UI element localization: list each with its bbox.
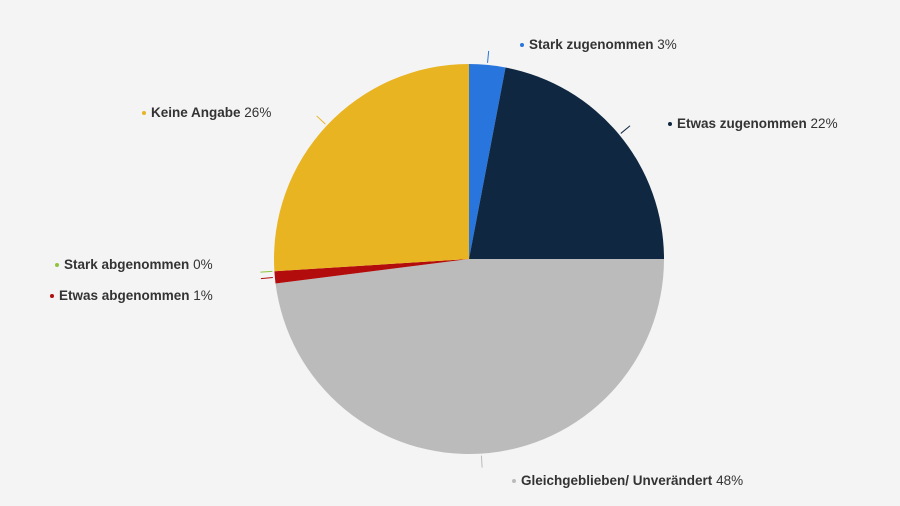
pie-slice: [274, 259, 469, 284]
data-label: Etwas abgenommen 1%: [59, 288, 213, 303]
value-label: 26%: [244, 105, 271, 120]
data-label: Stark abgenommen 0%: [64, 257, 213, 272]
leader-line: [260, 270, 273, 273]
leader-line: [487, 50, 490, 63]
pie-slice: [469, 67, 664, 260]
pie-slice: [469, 64, 506, 259]
legend-dot: [512, 479, 516, 483]
category-label: Keine Angabe: [151, 105, 241, 120]
legend-dot: [668, 122, 672, 126]
value-label: 3%: [657, 37, 677, 52]
pie-slice: [275, 259, 664, 455]
legend-dot: [55, 263, 59, 267]
value-label: 48%: [716, 473, 743, 488]
legend-dot: [520, 43, 524, 47]
leader-line: [316, 115, 326, 125]
leader-line: [260, 277, 273, 280]
category-label: Etwas abgenommen: [59, 288, 190, 303]
legend-dot: [142, 111, 146, 115]
category-label: Etwas zugenommen: [677, 116, 807, 131]
data-label: Stark zugenommen 3%: [529, 37, 677, 52]
leader-line: [620, 125, 631, 134]
category-label: Stark zugenommen: [529, 37, 654, 52]
value-label: 1%: [193, 288, 213, 303]
category-label: Stark abgenommen: [64, 257, 189, 272]
value-label: 0%: [193, 257, 213, 272]
data-label: Keine Angabe 26%: [151, 105, 271, 120]
category-label: Gleichgeblieben/ Unverändert: [521, 473, 713, 488]
data-label: Etwas zugenommen 22%: [677, 116, 838, 131]
legend-dot: [50, 294, 54, 298]
leader-line: [480, 455, 483, 468]
data-label: Gleichgeblieben/ Unverändert 48%: [521, 473, 743, 488]
value-label: 22%: [811, 116, 838, 131]
pie-slice: [274, 64, 469, 272]
